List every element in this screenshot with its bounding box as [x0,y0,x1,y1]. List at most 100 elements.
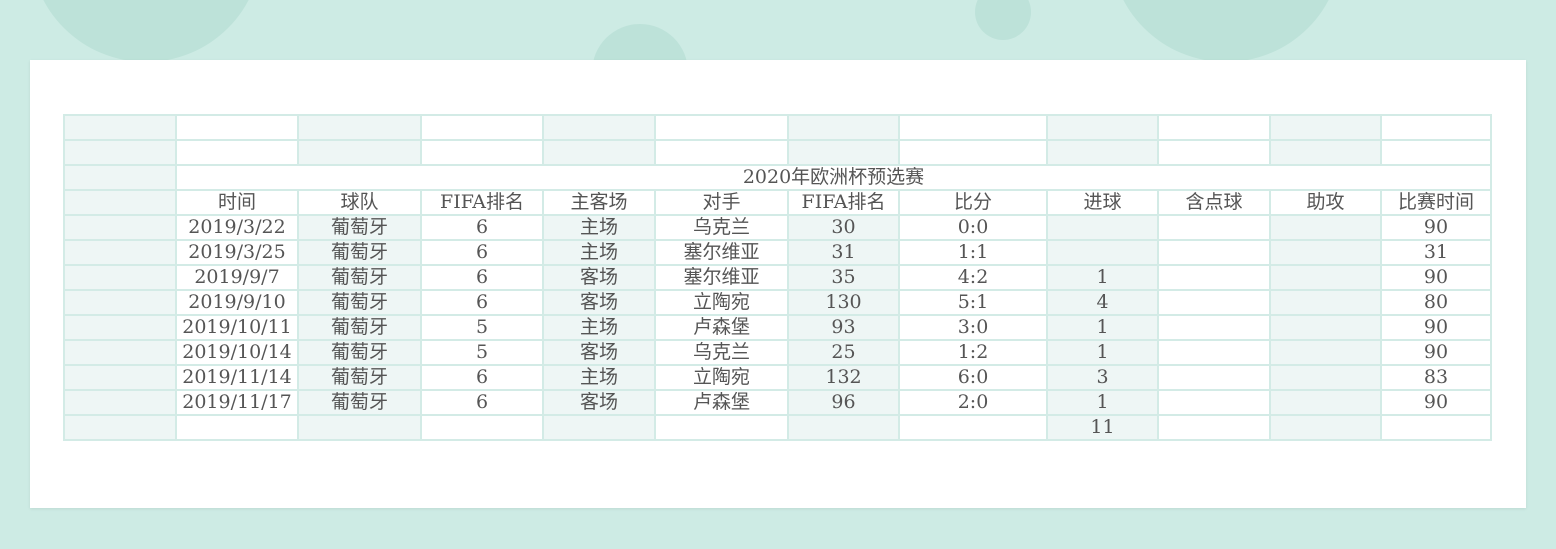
cell[interactable] [1157,139,1271,166]
cell[interactable] [654,114,789,141]
cell[interactable] [1380,414,1492,441]
table-cell[interactable] [1269,289,1382,316]
cell[interactable] [898,139,1048,166]
cell[interactable] [654,139,789,166]
cell[interactable] [297,414,422,441]
table-cell[interactable]: 6 [420,289,544,316]
table-cell[interactable]: 客场 [542,264,656,291]
table-cell[interactable] [1269,389,1382,416]
table-cell[interactable]: 1 [1046,339,1159,366]
table-cell[interactable]: 130 [787,289,900,316]
table-cell[interactable]: 2019/3/22 [175,214,299,241]
table-cell[interactable]: 主场 [542,314,656,341]
cell[interactable] [63,314,177,341]
table-cell[interactable] [1046,214,1159,241]
column-header[interactable]: 时间 [175,189,299,216]
table-cell[interactable]: 塞尔维亚 [654,264,789,291]
table-cell[interactable] [1269,214,1382,241]
cell[interactable] [175,414,299,441]
table-cell[interactable]: 3:0 [898,314,1048,341]
table-cell[interactable] [1157,264,1271,291]
cell[interactable] [787,414,900,441]
table-cell[interactable]: 6 [420,264,544,291]
table-cell[interactable]: 31 [787,239,900,266]
table-cell[interactable]: 葡萄牙 [297,314,422,341]
column-header[interactable]: 比赛时间 [1380,189,1492,216]
table-cell[interactable]: 1:2 [898,339,1048,366]
cell[interactable] [1380,139,1492,166]
table-cell[interactable] [1157,289,1271,316]
table-cell[interactable]: 1 [1046,389,1159,416]
cell[interactable] [542,139,656,166]
column-header[interactable]: 主客场 [542,189,656,216]
cell[interactable] [1157,414,1271,441]
table-cell[interactable]: 2019/3/25 [175,239,299,266]
table-cell[interactable]: 卢森堡 [654,389,789,416]
table-cell[interactable]: 6 [420,239,544,266]
column-header[interactable]: 比分 [898,189,1048,216]
cell[interactable] [787,139,900,166]
table-cell[interactable]: 主场 [542,364,656,391]
table-cell[interactable]: 6 [420,364,544,391]
table-cell[interactable]: 2019/11/14 [175,364,299,391]
table-cell[interactable]: 葡萄牙 [297,364,422,391]
cell[interactable] [898,114,1048,141]
table-cell[interactable]: 5:1 [898,289,1048,316]
cell[interactable] [63,189,177,216]
table-cell[interactable]: 立陶宛 [654,289,789,316]
table-cell[interactable]: 2019/10/14 [175,339,299,366]
cell[interactable] [898,414,1048,441]
column-header[interactable]: 助攻 [1269,189,1382,216]
table-cell[interactable]: 30 [787,214,900,241]
cell[interactable] [1269,114,1382,141]
column-header[interactable]: 对手 [654,189,789,216]
table-cell[interactable]: 客场 [542,389,656,416]
cell[interactable] [1046,114,1159,141]
cell[interactable] [297,139,422,166]
table-title[interactable]: 2020年欧洲杯预选赛 [175,164,1492,191]
cell[interactable] [1269,139,1382,166]
cell[interactable] [63,414,177,441]
table-cell[interactable]: 主场 [542,214,656,241]
column-header[interactable]: 进球 [1046,189,1159,216]
table-cell[interactable]: 4 [1046,289,1159,316]
table-cell[interactable] [1157,389,1271,416]
table-cell[interactable]: 葡萄牙 [297,339,422,366]
cell[interactable] [1157,114,1271,141]
table-cell[interactable] [1157,314,1271,341]
column-header[interactable]: FIFA排名 [420,189,544,216]
table-cell[interactable]: 90 [1380,339,1492,366]
table-cell[interactable]: 96 [787,389,900,416]
cell[interactable] [63,214,177,241]
table-cell[interactable]: 乌克兰 [654,339,789,366]
table-cell[interactable] [1046,239,1159,266]
cell[interactable] [63,114,177,141]
table-cell[interactable]: 31 [1380,239,1492,266]
table-cell[interactable] [1157,364,1271,391]
cell[interactable] [420,414,544,441]
table-cell[interactable]: 3 [1046,364,1159,391]
table-cell[interactable]: 6 [420,389,544,416]
table-cell[interactable] [1157,339,1271,366]
cell[interactable] [63,239,177,266]
table-cell[interactable]: 2019/9/7 [175,264,299,291]
table-cell[interactable]: 2019/10/11 [175,314,299,341]
table-cell[interactable]: 6:0 [898,364,1048,391]
cell[interactable] [420,139,544,166]
table-cell[interactable]: 25 [787,339,900,366]
cell[interactable] [542,414,656,441]
table-cell[interactable] [1269,314,1382,341]
table-cell[interactable]: 1 [1046,314,1159,341]
column-header[interactable]: 球队 [297,189,422,216]
table-cell[interactable]: 葡萄牙 [297,264,422,291]
table-cell[interactable]: 塞尔维亚 [654,239,789,266]
table-cell[interactable] [1269,239,1382,266]
cell[interactable] [63,164,177,191]
table-cell[interactable] [1157,239,1271,266]
column-header[interactable]: FIFA排名 [787,189,900,216]
table-cell[interactable]: 葡萄牙 [297,289,422,316]
table-cell[interactable]: 2:0 [898,389,1048,416]
table-cell[interactable]: 客场 [542,339,656,366]
table-cell[interactable]: 葡萄牙 [297,214,422,241]
cell[interactable] [1269,414,1382,441]
